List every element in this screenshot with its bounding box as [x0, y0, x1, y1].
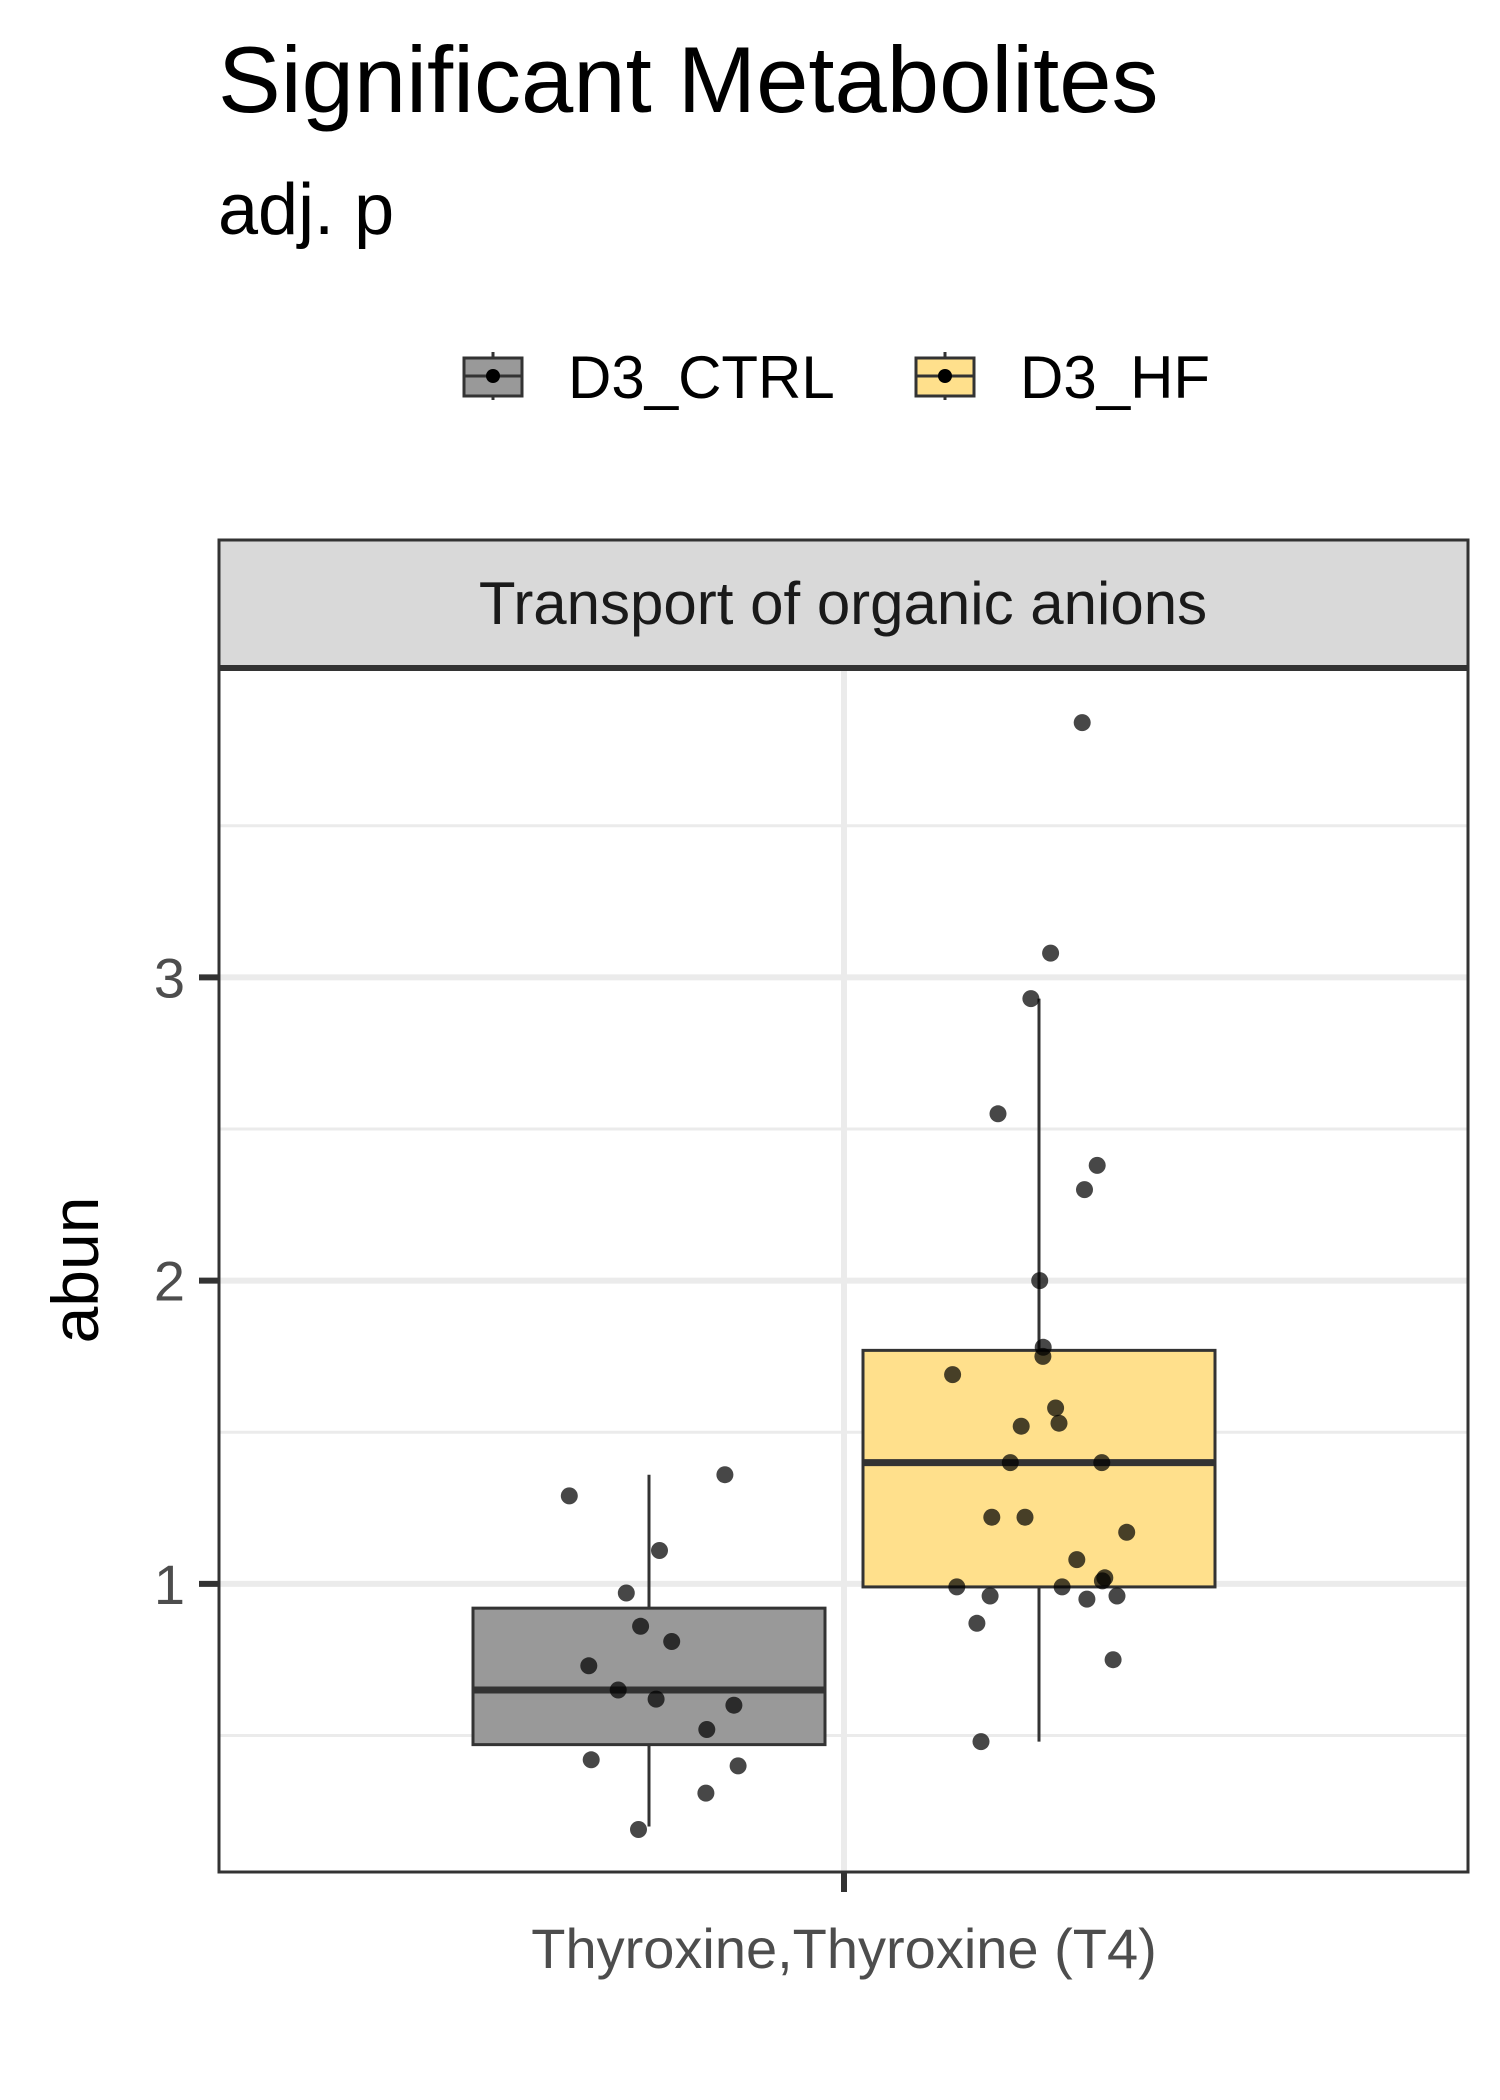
data-point: [1076, 1181, 1093, 1199]
boxes: [471, 998, 1217, 1827]
data-point: [632, 1617, 650, 1635]
data-point: [981, 1587, 999, 1605]
facet-strip: Transport of organic anions: [217, 538, 1470, 670]
chart-subtitle: adj. p: [218, 170, 394, 250]
x-axis: Thyroxine,Thyroxine (T4): [531, 1872, 1157, 1980]
box-iqr: [471, 1606, 827, 1747]
legend-label-hf: D3_HF: [1020, 344, 1210, 411]
data-point: [1050, 1414, 1068, 1432]
data-point: [1016, 1508, 1034, 1526]
data-point: [1118, 1523, 1136, 1541]
legend-key-ctrl: [462, 352, 524, 400]
data-point: [948, 1578, 966, 1596]
y-tick-label: 1: [154, 1553, 185, 1616]
data-point: [609, 1681, 627, 1699]
data-point: [1012, 1417, 1030, 1435]
data-point: [1108, 1587, 1126, 1605]
data-point: [1001, 1454, 1019, 1472]
data-point: [647, 1690, 665, 1708]
legend-key-hf: [914, 352, 976, 400]
box-D3_CTRL: [471, 1474, 827, 1827]
box-iqr: [861, 1348, 1217, 1589]
data-point: [1088, 1156, 1106, 1174]
data-point: [1104, 1651, 1122, 1669]
points: [560, 714, 1136, 1838]
y-tick-label: 2: [154, 1250, 185, 1313]
data-point: [560, 1487, 578, 1505]
data-point: [1047, 1399, 1065, 1417]
data-point: [968, 1614, 986, 1632]
chart-title: Significant Metabolites: [218, 27, 1159, 132]
data-point: [716, 1466, 734, 1484]
data-point: [1093, 1454, 1111, 1472]
data-point: [725, 1696, 743, 1714]
data-point: [989, 1105, 1007, 1123]
data-point: [983, 1508, 1001, 1526]
data-point: [630, 1821, 647, 1838]
legend: D3_CTRL D3_HF: [462, 344, 1210, 411]
data-point: [1042, 944, 1060, 962]
data-point: [663, 1633, 681, 1650]
x-tick-label: Thyroxine,Thyroxine (T4): [531, 1917, 1157, 1980]
legend-label-ctrl: D3_CTRL: [568, 344, 835, 411]
data-point: [1034, 1347, 1052, 1365]
data-point: [697, 1784, 715, 1802]
data-point: [617, 1584, 635, 1602]
data-point: [1078, 1590, 1096, 1608]
data-point: [1022, 990, 1040, 1008]
data-point: [1093, 1572, 1111, 1590]
data-point: [1053, 1578, 1071, 1596]
data-point: [1068, 1551, 1086, 1569]
y-axis-title: abun: [38, 1197, 112, 1344]
y-tick-label: 3: [154, 946, 185, 1009]
data-point: [580, 1657, 598, 1675]
data-point: [1073, 714, 1091, 732]
data-point: [698, 1721, 716, 1738]
data-point: [1031, 1272, 1049, 1290]
grid: [219, 668, 1468, 1872]
facet-label: Transport of organic anions: [479, 570, 1207, 637]
box-D3_HF: [861, 998, 1217, 1742]
data-point: [582, 1751, 600, 1769]
data-point: [944, 1366, 962, 1384]
data-point: [729, 1757, 747, 1775]
data-point: [651, 1542, 668, 1559]
y-axis: 1 2 3: [154, 946, 219, 1616]
data-point: [972, 1733, 990, 1751]
